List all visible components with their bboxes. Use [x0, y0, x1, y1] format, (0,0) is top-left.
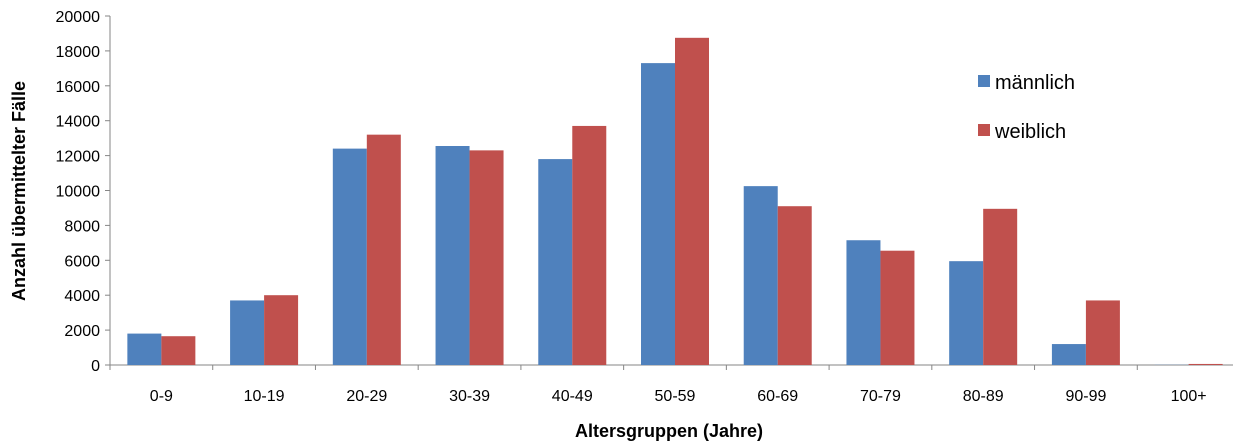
- y-tick-label: 8000: [64, 218, 100, 235]
- bar-weiblich: [983, 208, 1018, 365]
- bar-weiblich: [1188, 363, 1223, 365]
- x-tick-label: 30-39: [449, 388, 490, 405]
- bar-maennlich: [332, 148, 367, 365]
- bar-maennlich: [641, 63, 675, 366]
- bar-maennlich: [230, 300, 265, 365]
- bar-maennlich: [1051, 344, 1086, 365]
- bar-weiblich: [572, 125, 607, 365]
- x-tick-label: 90-99: [1065, 388, 1106, 405]
- bar-maennlich: [846, 240, 881, 365]
- legend-label-maennlich: männlich: [995, 72, 1075, 94]
- bars: [127, 37, 1223, 366]
- y-tick-label: 16000: [56, 79, 101, 96]
- y-tick-label: 0: [91, 358, 100, 375]
- x-tick-label: 50-59: [655, 388, 696, 405]
- bar-maennlich: [949, 261, 984, 365]
- y-tick-label: 10000: [56, 184, 101, 201]
- bar-weiblich: [469, 150, 504, 365]
- x-tick-label: 70-79: [860, 388, 901, 405]
- x-tick-label: 40-49: [552, 388, 593, 405]
- bar-weiblich: [1085, 300, 1120, 365]
- bar-weiblich: [264, 295, 299, 365]
- bar-weiblich: [777, 206, 812, 365]
- y-tick-label: 6000: [64, 253, 100, 270]
- x-tick-label: 10-19: [244, 388, 285, 405]
- y-tick-label: 18000: [56, 44, 101, 61]
- y-axis: 0 2000 4000 6000 8000 10000 12000 14000 16000 180…: [56, 9, 111, 375]
- bar-weiblich: [161, 336, 196, 365]
- x-axis: 0-9 10-19 20-29 30-39 40-49 50-59 60-69 70-79 80…: [109, 364, 1233, 405]
- y-tick-label: 12000: [56, 149, 101, 166]
- legend-label-weiblich: weiblich: [994, 121, 1066, 143]
- x-tick-label: 100+: [1171, 388, 1207, 405]
- x-tick-label: 0-9: [150, 388, 173, 405]
- bar-maennlich: [538, 159, 573, 365]
- x-tick-label: 20-29: [346, 388, 387, 405]
- x-axis-title: Altersgruppen (Jahre): [575, 421, 763, 441]
- x-tick-label: 80-89: [963, 388, 1004, 405]
- legend-swatch-weiblich: [978, 124, 990, 136]
- bar-maennlich: [743, 186, 778, 365]
- bar-maennlich: [435, 146, 470, 365]
- legend: männlich weiblich: [978, 72, 1075, 143]
- bar-weiblich: [675, 37, 709, 365]
- bar-maennlich: [127, 333, 162, 365]
- y-axis-title: Anzahl übermittelter Fälle: [9, 81, 29, 301]
- y-tick-label: 14000: [56, 114, 101, 131]
- legend-swatch-maennlich: [978, 75, 990, 87]
- y-tick-label: 20000: [56, 9, 101, 26]
- y-tick-label: 4000: [64, 288, 100, 305]
- bar-weiblich: [366, 134, 401, 365]
- y-tick-label: 2000: [64, 323, 100, 340]
- x-tick-label: 60-69: [757, 388, 798, 405]
- bar-weiblich: [880, 250, 915, 365]
